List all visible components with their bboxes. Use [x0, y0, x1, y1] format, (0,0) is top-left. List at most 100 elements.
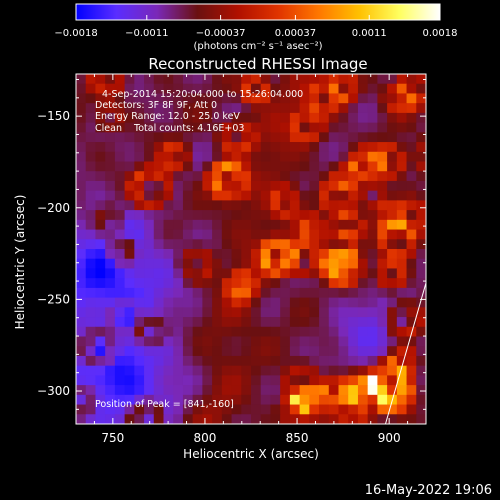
heatmap-cell — [338, 83, 349, 94]
heatmap-cell — [260, 219, 271, 230]
heatmap-cell — [387, 336, 398, 347]
heatmap-cell — [319, 375, 330, 386]
heatmap-cell — [299, 200, 310, 211]
heatmap-cell — [105, 346, 116, 357]
heatmap-cell — [76, 93, 87, 104]
heatmap-cell — [144, 404, 155, 415]
heatmap-cell — [124, 394, 135, 405]
heatmap-cell — [357, 355, 369, 367]
heatmap-cell — [299, 336, 310, 347]
heatmap-cell — [221, 161, 232, 172]
heatmap-cell — [192, 190, 203, 201]
heatmap-cell — [124, 297, 135, 308]
heatmap-cell — [299, 161, 310, 172]
heatmap-cell — [95, 317, 106, 328]
heatmap-cell — [221, 132, 232, 143]
heatmap-cell — [309, 326, 320, 337]
heatmap-cell — [173, 161, 184, 172]
heatmap-cell — [153, 287, 164, 299]
heatmap-cell — [396, 93, 407, 104]
heatmap-cell — [182, 142, 194, 153]
colorbar-tick-label: 0.00037 — [275, 28, 316, 39]
heatmap-cell — [280, 404, 291, 415]
heatmap-cell — [289, 404, 301, 415]
heatmap-cell — [357, 210, 369, 221]
annotation-counts: Clean Total counts: 4.16E+03 — [95, 123, 244, 134]
heatmap-cell — [328, 365, 339, 376]
heatmap-cell — [289, 258, 301, 269]
heatmap-cell — [319, 278, 330, 289]
heatmap-cell — [202, 210, 213, 221]
heatmap-cell — [124, 404, 135, 415]
heatmap-cell — [299, 142, 310, 153]
heatmap-cell — [260, 414, 271, 424]
heatmap-cell — [280, 317, 291, 328]
heatmap-cell — [212, 326, 223, 337]
heatmap-cell — [153, 317, 164, 328]
heatmap-cell — [367, 122, 378, 133]
heatmap-cell — [299, 278, 310, 289]
colorbar-tick-label: −0.0018 — [54, 28, 97, 39]
heatmap-cell — [134, 122, 145, 133]
heatmap-cell — [134, 365, 145, 376]
heatmap-cell — [338, 297, 349, 308]
heatmap-cell — [95, 375, 106, 386]
heatmap-cell — [387, 375, 398, 386]
heatmap-cell — [319, 404, 330, 415]
y-tick-label: −300 — [37, 384, 70, 398]
heatmap-cell — [173, 112, 184, 124]
heatmap-cell — [289, 307, 301, 318]
heatmap-cell — [76, 249, 87, 260]
heatmap-cell — [260, 404, 271, 415]
heatmap-cell — [192, 307, 203, 318]
heatmap-cell — [202, 103, 213, 114]
heatmap-cell — [280, 355, 291, 367]
heatmap-cell — [114, 414, 126, 424]
heatmap-cell — [153, 239, 164, 250]
heatmap-cell — [85, 210, 96, 221]
heatmap-cell — [144, 190, 155, 201]
heatmap-cell — [387, 249, 398, 260]
heatmap-cell — [280, 74, 291, 85]
heatmap-cell — [289, 394, 301, 405]
heatmap-cell — [319, 151, 330, 162]
heatmap-cell — [328, 83, 339, 94]
heatmap-cell — [309, 210, 320, 221]
heatmap-cell — [260, 326, 271, 337]
heatmap-cell — [144, 268, 155, 279]
heatmap-cell — [173, 219, 184, 230]
heatmap-cell — [338, 268, 349, 279]
heatmap-cell — [85, 365, 96, 376]
heatmap-cell — [124, 365, 135, 376]
heatmap-cell — [76, 83, 87, 94]
heatmap-cell — [367, 404, 378, 415]
heatmap-cell — [95, 297, 106, 308]
heatmap-cell — [153, 210, 164, 221]
heatmap-cell — [377, 151, 388, 162]
heatmap-cell — [163, 180, 174, 192]
heatmap-cell — [105, 83, 116, 94]
heatmap-cell — [251, 278, 262, 289]
heatmap-cell — [367, 190, 378, 201]
heatmap-cell — [182, 297, 194, 308]
heatmap-cell — [114, 180, 126, 192]
heatmap-cell — [416, 74, 426, 85]
heatmap-cell — [85, 190, 96, 201]
heatmap-cell — [396, 365, 407, 376]
heatmap-cell — [299, 122, 310, 133]
heatmap-cell — [406, 132, 417, 143]
heatmap-cell — [114, 249, 126, 260]
heatmap-cell — [309, 93, 320, 104]
heatmap-cell — [105, 336, 116, 347]
heatmap-cell — [212, 93, 223, 104]
heatmap-cell — [192, 355, 203, 367]
heatmap-cell — [338, 151, 349, 162]
heatmap-cell — [202, 229, 213, 240]
heatmap-cell — [231, 414, 242, 424]
heatmap-cell — [182, 132, 194, 143]
heatmap-cell — [289, 375, 301, 386]
heatmap-cell — [416, 132, 426, 143]
heatmap-cell — [173, 278, 184, 289]
heatmap-cell — [309, 297, 320, 308]
heatmap-cell — [182, 258, 194, 269]
